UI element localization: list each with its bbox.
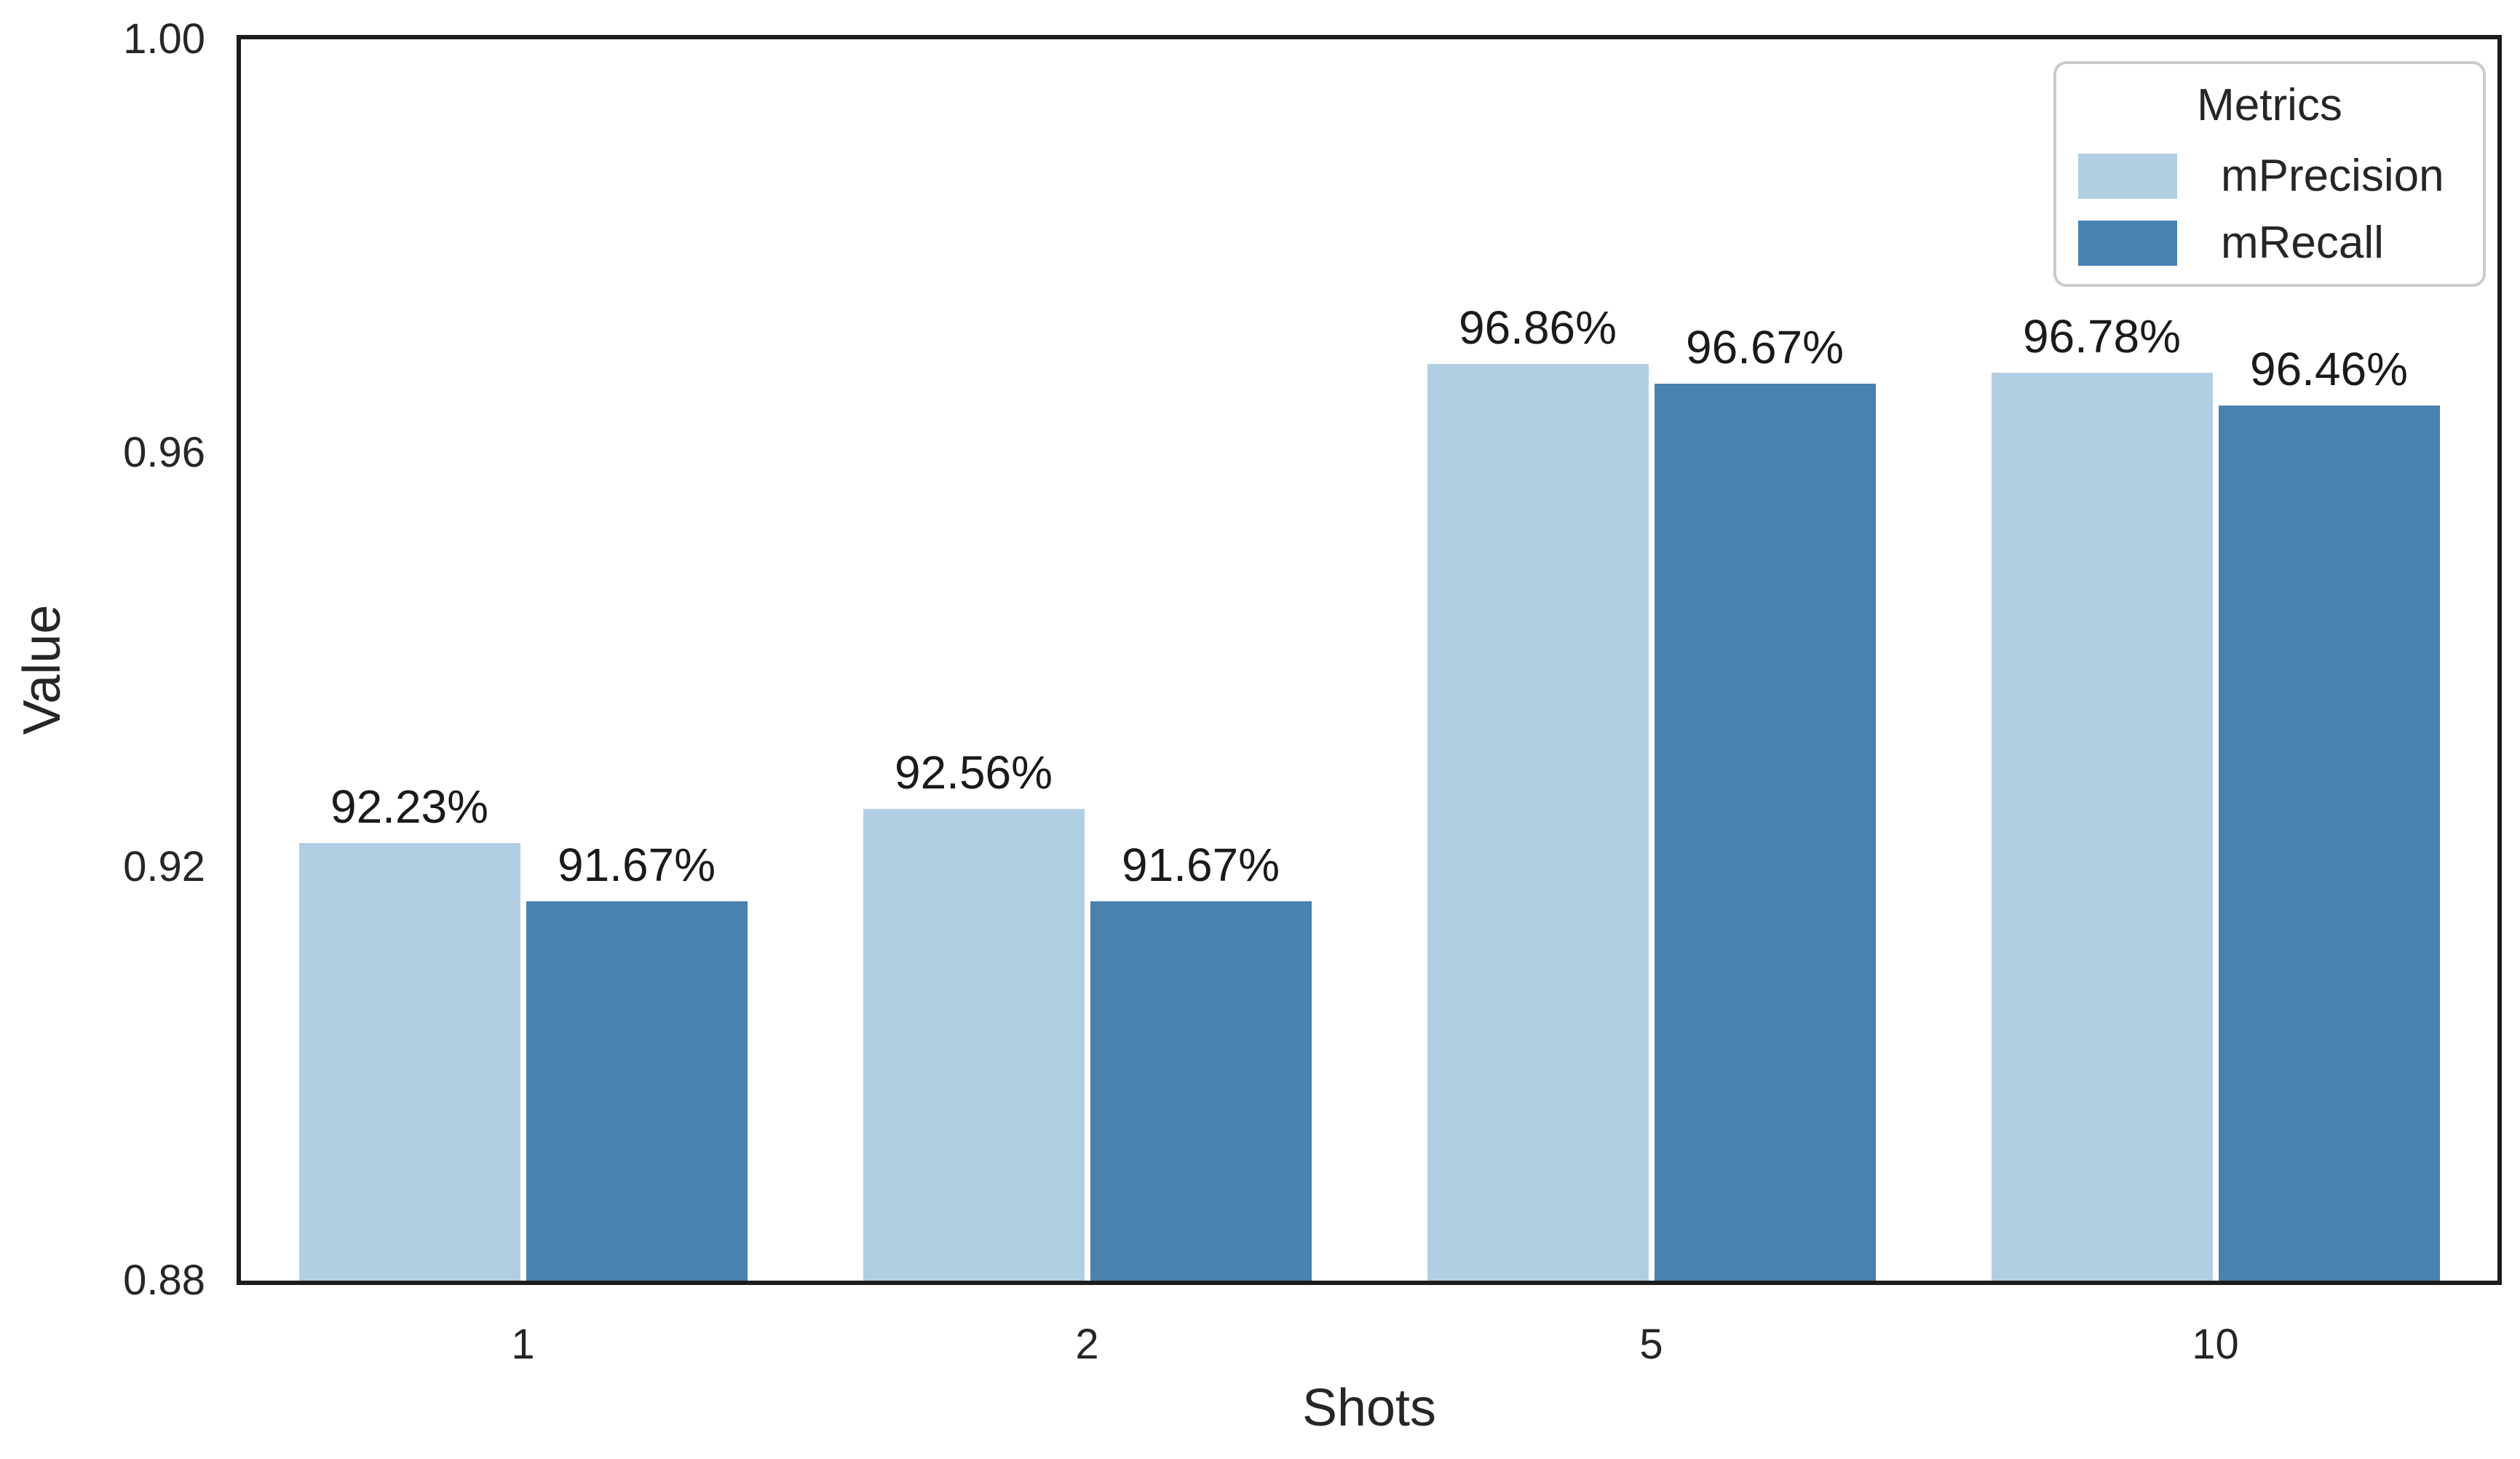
legend-swatch-mPrecision (2078, 154, 2177, 199)
y-tick-label: 0.96 (123, 429, 205, 477)
bar-value-label: 96.46% (2249, 342, 2409, 395)
x-tick-label: 5 (1639, 1321, 1663, 1368)
bar-value-label: 92.23% (330, 780, 489, 833)
bar-value-label: 91.67% (1121, 838, 1280, 891)
x-tick-label: 10 (2192, 1321, 2239, 1368)
legend-title: Metrics (2197, 80, 2342, 130)
y-tick-label: 0.92 (123, 842, 205, 890)
legend-label: mRecall (2221, 218, 2384, 268)
bar-value-label: 96.67% (1685, 321, 1845, 374)
y-tick-label: 0.88 (123, 1257, 205, 1304)
plot-area: 92.23% 91.67% 92.56% 91.67% 96.86% 96.67% 96.7… (237, 35, 2502, 1285)
bar-value-label: 92.56% (894, 746, 1053, 799)
bar-mRecall-1 (526, 901, 748, 1281)
legend-label: mPrecision (2221, 151, 2444, 201)
bar-value-label: 96.78% (2022, 309, 2182, 363)
x-axis-title: Shots (1301, 1379, 1437, 1437)
x-tick-label: 1 (511, 1321, 535, 1368)
x-tick-label: 2 (1075, 1321, 1099, 1368)
legend-box: Metrics mPrecision mRecall (2053, 61, 2486, 287)
bar-mRecall-2 (1090, 901, 1312, 1281)
bar-mRecall-10 (2218, 405, 2440, 1281)
bar-mPrecision-10 (1991, 372, 2213, 1281)
legend-swatch-mRecall (2078, 221, 2177, 266)
y-tick-label: 1.00 (123, 15, 205, 63)
bar-mPrecision-2 (863, 809, 1085, 1281)
y-axis-title: Value (13, 604, 71, 735)
bar-value-label: 96.86% (1458, 301, 1617, 355)
bar-mPrecision-5 (1427, 364, 1649, 1281)
bar-mRecall-5 (1654, 384, 1876, 1281)
bar-value-label: 91.67% (557, 838, 716, 891)
bar-mPrecision-1 (298, 843, 520, 1281)
